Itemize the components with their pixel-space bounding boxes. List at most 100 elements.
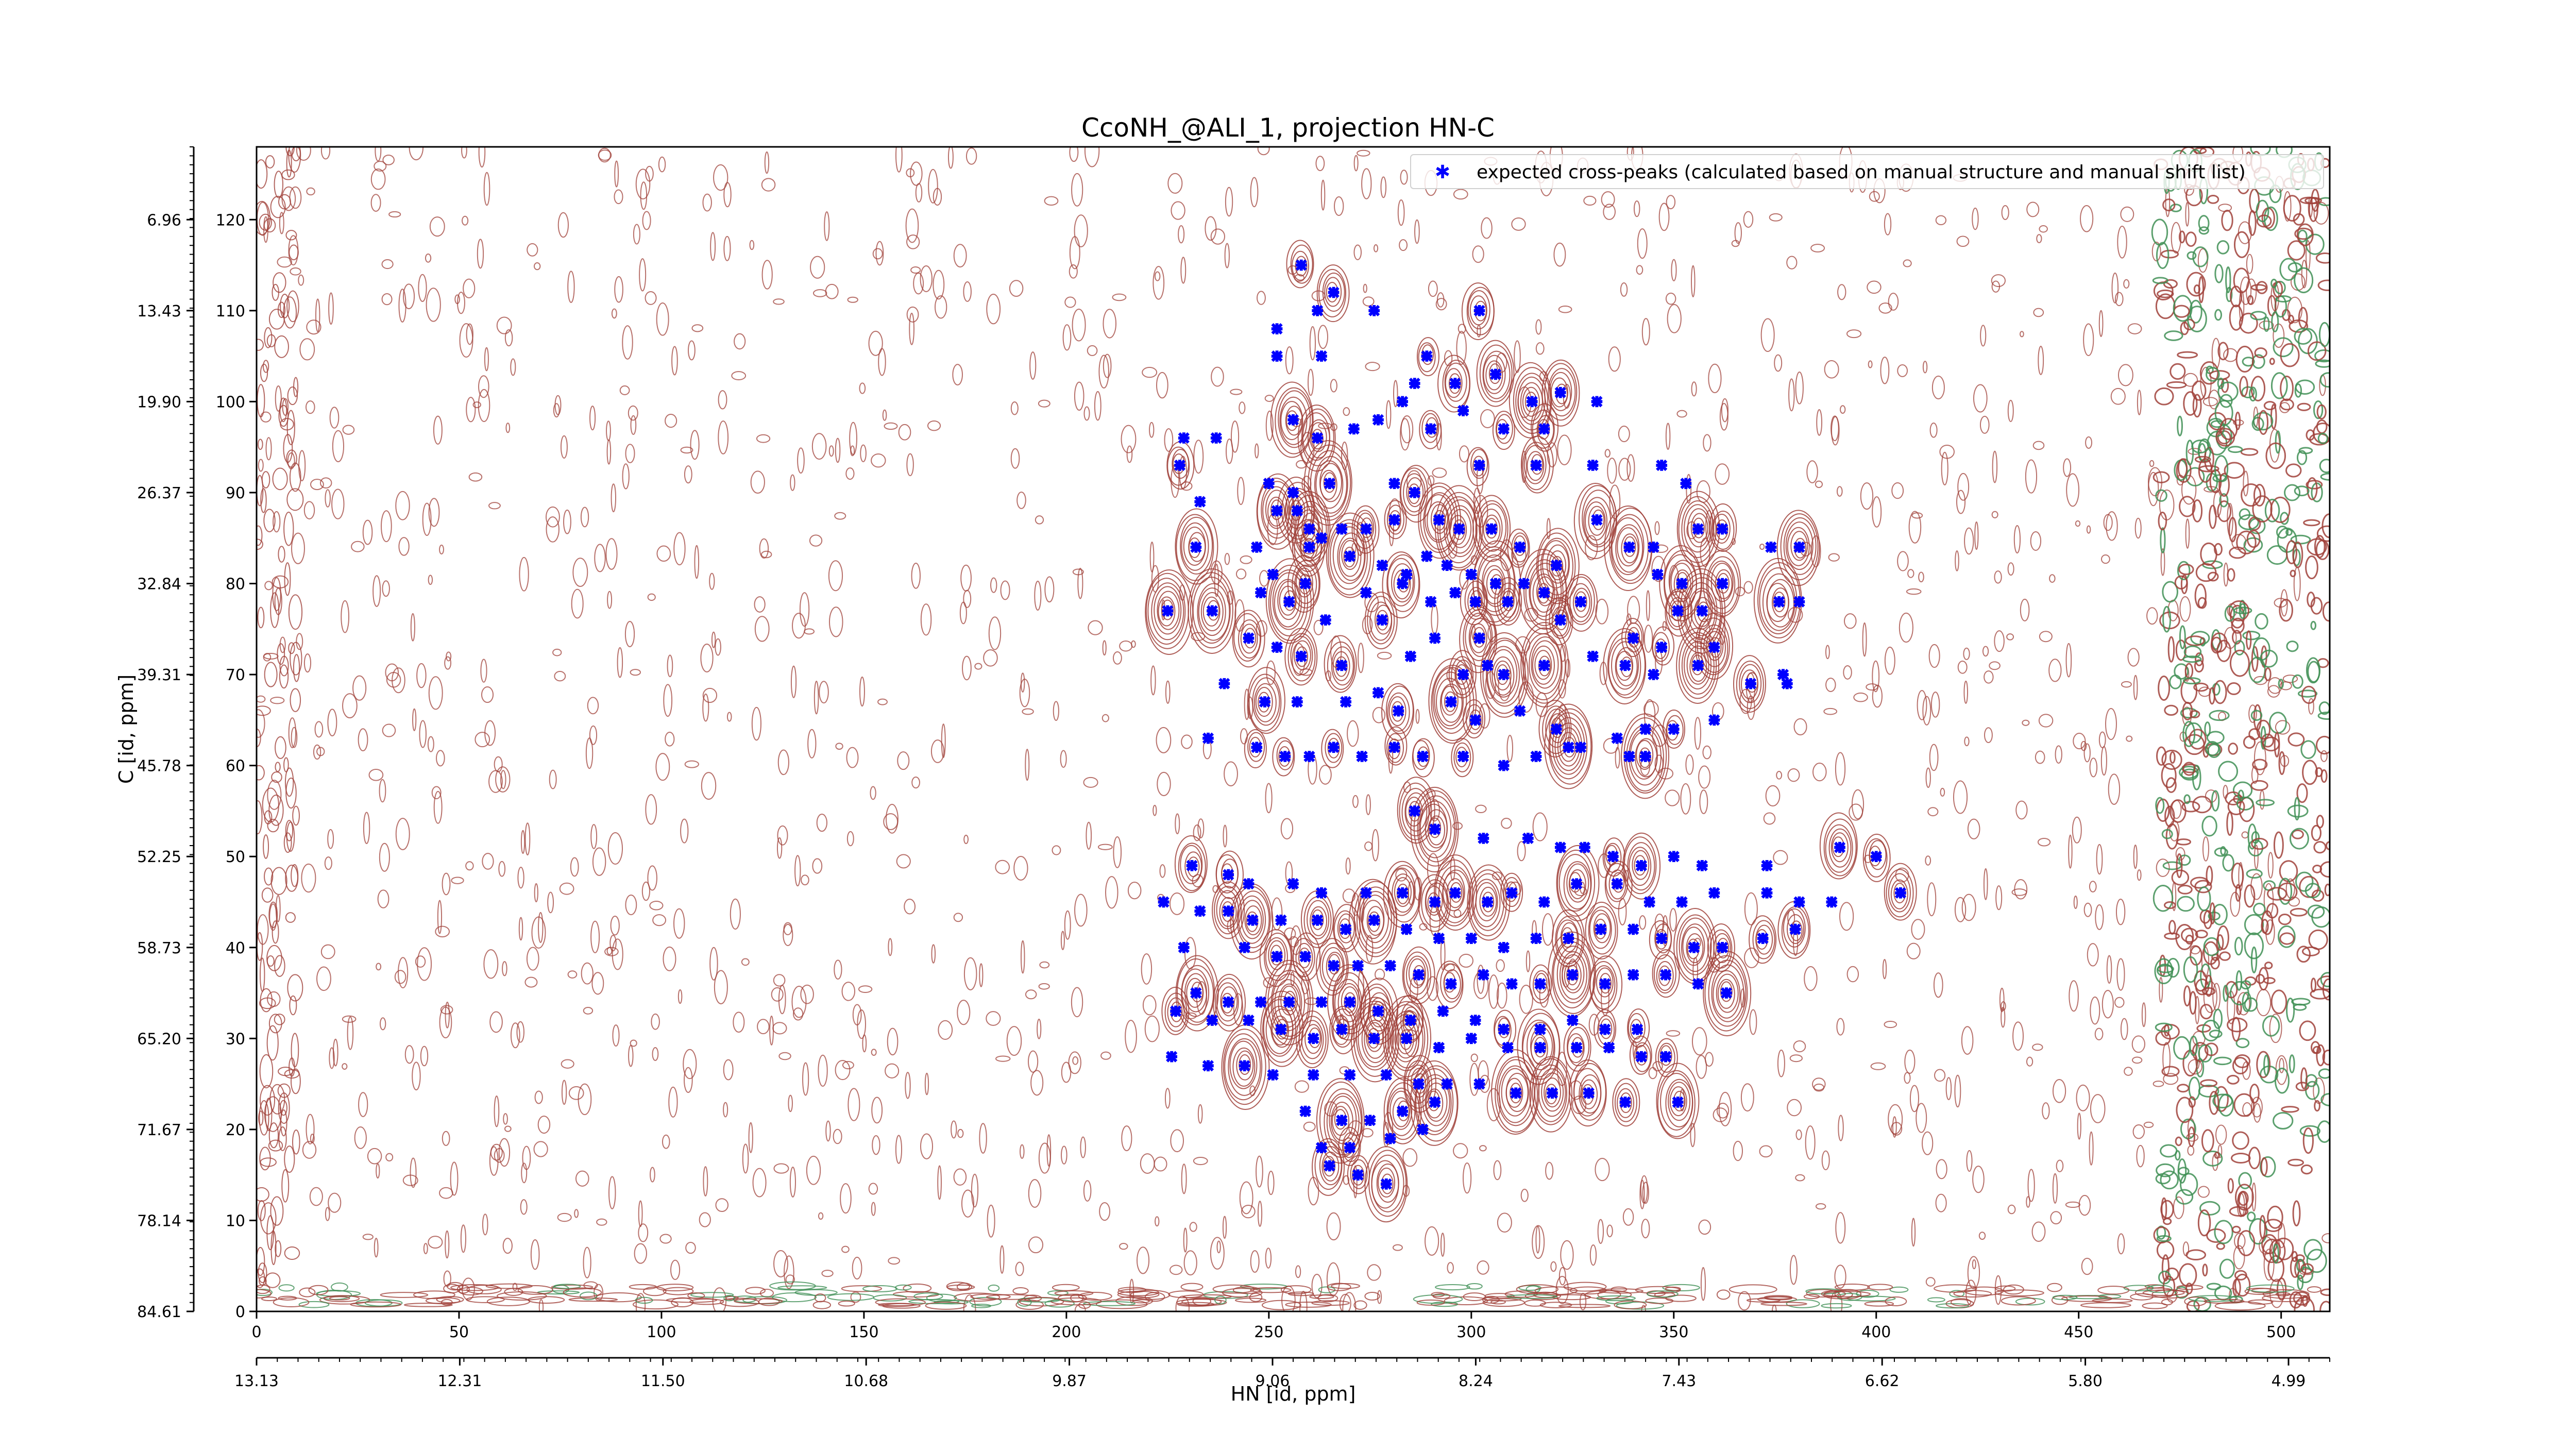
cross-peak-marker (1194, 496, 1206, 508)
cross-peak-marker (1247, 914, 1259, 926)
noise-contour (1094, 391, 1101, 421)
noise-contour (2308, 698, 2314, 715)
noise-contour (1843, 613, 1857, 629)
cross-peak-marker (1429, 632, 1441, 644)
noise-contour (1151, 565, 1159, 593)
edge-contour (270, 195, 286, 218)
peak-contour (1690, 513, 1708, 543)
peak-contour (1532, 574, 1555, 613)
noise-contour (811, 433, 827, 460)
peak-contour (1310, 906, 1328, 936)
cross-peak-marker (1368, 914, 1380, 926)
noise-contour (1184, 937, 1196, 970)
baseline-contour (413, 1290, 455, 1300)
noise-contour (1496, 982, 1507, 1009)
peak-contour (1327, 641, 1355, 690)
noise-contour (963, 281, 972, 302)
edge-contour (2168, 920, 2176, 935)
edge-contour (2322, 601, 2330, 622)
edge-contour (2235, 884, 2242, 902)
cross-peak-marker (1340, 923, 1352, 935)
edge-contour (2250, 780, 2268, 791)
edge-contour (269, 1084, 285, 1115)
peak-contour (1396, 1024, 1414, 1054)
noise-contour (1164, 428, 1174, 452)
baseline-contour (689, 1298, 724, 1305)
peak-contour (1467, 864, 1511, 941)
noise-contour (1743, 581, 1753, 594)
cross-peak-marker (1360, 887, 1372, 899)
baseline-contour (486, 1296, 531, 1306)
edge-contour (2176, 1097, 2194, 1123)
noise-contour (2141, 1002, 2146, 1027)
noise-contour (1595, 1158, 1610, 1182)
noise-contour (1665, 292, 1676, 305)
noise-contour (1869, 191, 1880, 202)
peak-contour (1625, 622, 1643, 653)
noise-contour (1084, 147, 1100, 167)
edge-contour (2246, 630, 2252, 650)
noise-contour (1343, 1175, 1350, 1185)
noise-contour (1598, 853, 1611, 878)
noise-contour (723, 1059, 734, 1081)
noise-contour (1789, 1255, 1798, 1285)
peak-contour (1703, 628, 1726, 667)
edge-contour (2185, 1283, 2193, 1294)
noise-contour (1929, 744, 1939, 771)
baseline-contour (1012, 1287, 1029, 1295)
edge-contour (2228, 600, 2250, 621)
edge-contour (2292, 541, 2303, 568)
noise-contour (1009, 280, 1024, 297)
cross-peak-marker (1170, 1005, 1182, 1017)
noise-contour (700, 643, 714, 672)
edge-contour (2238, 1172, 2252, 1189)
edge-contour (2201, 815, 2217, 837)
noise-contour (2197, 1186, 2210, 1198)
peak-contour (1498, 1065, 1532, 1123)
peak-contour (1479, 344, 1513, 402)
noise-contour (2202, 836, 2209, 862)
cross-peak-marker (1283, 996, 1295, 1008)
noise-contour (1514, 340, 1521, 373)
edge-contour (2319, 372, 2330, 388)
edge-contour (2212, 904, 2228, 925)
edge-contour (2235, 1038, 2250, 1049)
peak-contour (1536, 528, 1580, 604)
noise-contour (2001, 1001, 2006, 1011)
noise-contour (1415, 709, 1420, 724)
noise-contour (409, 147, 424, 161)
noise-contour (451, 877, 464, 884)
edge-contour (260, 1157, 277, 1167)
cross-peak-marker (1352, 959, 1364, 972)
edge-contour (2296, 223, 2314, 246)
peak-contour (1503, 877, 1521, 907)
noise-contour (1925, 1277, 1936, 1287)
noise-contour (825, 1120, 831, 1142)
noise-contour (835, 437, 841, 463)
noise-contour (605, 538, 618, 570)
edge-contour (291, 147, 301, 162)
peak-contour (1585, 501, 1608, 541)
edge-contour (2248, 1147, 2261, 1170)
cross-peak-marker (1360, 523, 1372, 535)
edge-contour (2256, 1051, 2271, 1079)
noise-contour (1435, 298, 1447, 311)
y-ppm-tick-label: 52.25 (137, 848, 181, 866)
edge-contour (2189, 710, 2200, 718)
peak-contour (1684, 582, 1718, 640)
edge-contour (2230, 285, 2243, 308)
edge-contour (292, 805, 300, 826)
edge-contour (257, 932, 263, 961)
noise-contour (1984, 670, 1994, 684)
noise-contour (516, 1021, 524, 1043)
peak-contour (1214, 978, 1243, 1026)
noise-contour (1560, 1240, 1574, 1270)
noise-contour (1872, 660, 1880, 693)
noise-contour (2215, 1124, 2227, 1145)
edge-contour (282, 398, 289, 416)
edge-contour (272, 575, 289, 588)
noise-contour (630, 1039, 637, 1047)
peak-contour (1174, 835, 1208, 893)
noise-contour (934, 295, 947, 319)
edge-contour (2255, 613, 2268, 630)
